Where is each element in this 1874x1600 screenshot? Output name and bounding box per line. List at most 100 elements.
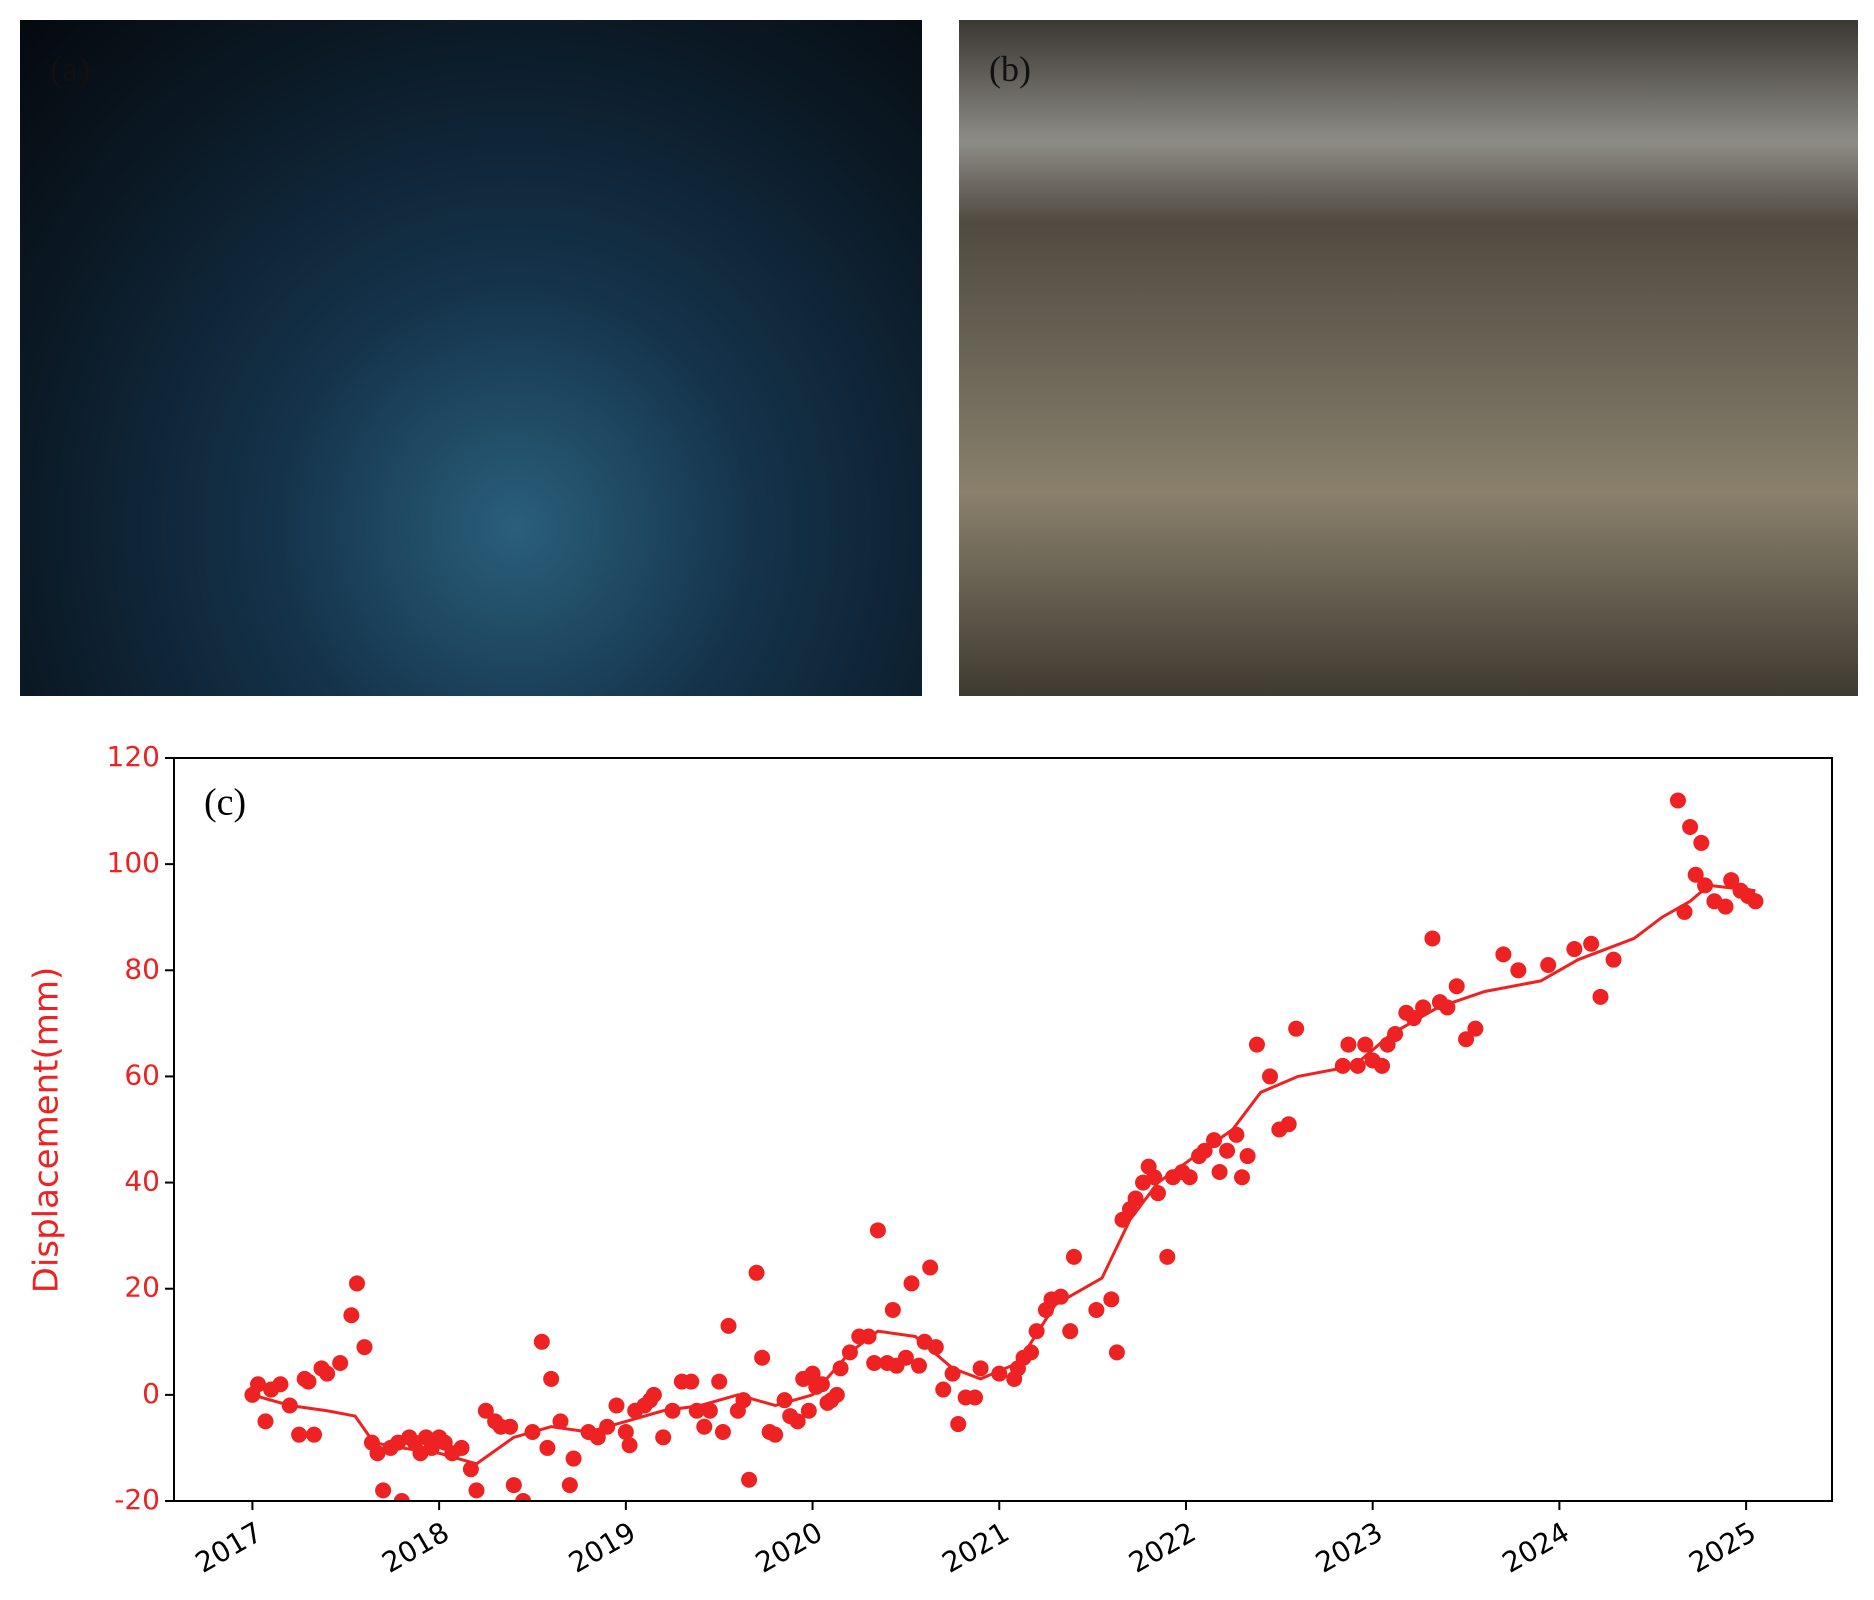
y-tick-label: 20: [124, 1271, 160, 1304]
data-point: [1540, 956, 1557, 973]
data-point: [453, 1439, 470, 1456]
data-point: [789, 1413, 806, 1430]
data-point: [869, 1222, 886, 1239]
data-point: [1181, 1169, 1198, 1186]
data-point: [714, 1424, 731, 1441]
data-point: [1424, 930, 1441, 947]
data-point: [1682, 818, 1699, 835]
data-point: [972, 1360, 989, 1377]
data-point: [767, 1426, 784, 1443]
data-point: [477, 1402, 494, 1419]
panel-label: (c): [204, 782, 246, 824]
data-point: [910, 1357, 927, 1374]
data-point: [1159, 1248, 1176, 1265]
data-point: [1288, 1020, 1305, 1037]
y-tick-label: 80: [124, 952, 160, 985]
data-point: [1693, 834, 1710, 851]
plot-area: [244, 792, 1764, 1501]
data-point: [1248, 1036, 1265, 1053]
data-point: [300, 1373, 317, 1390]
x-tick-label: 2018: [376, 1515, 454, 1579]
panel-label: (b): [989, 49, 1031, 89]
data-point: [319, 1365, 336, 1382]
data-point: [903, 1275, 920, 1292]
photo-b: (b): [959, 20, 1858, 696]
y-tick-label: -20: [114, 1483, 160, 1516]
data-point: [1747, 893, 1764, 910]
data-point: [565, 1450, 582, 1467]
data-point: [1467, 1020, 1484, 1037]
data-point: [1717, 898, 1734, 915]
x-tick-label: 2023: [1310, 1515, 1388, 1579]
data-point: [1448, 978, 1465, 995]
data-point: [375, 1482, 392, 1499]
data-point: [897, 1349, 914, 1366]
data-point: [1723, 872, 1740, 889]
y-tick-label: 60: [124, 1058, 160, 1091]
y-axis-label: Displacement(mm): [27, 967, 67, 1294]
data-point: [741, 1471, 758, 1488]
data-point: [1340, 1036, 1357, 1053]
x-tick-label: 2020: [750, 1515, 828, 1579]
data-point: [1583, 935, 1600, 952]
y-tick-label: 120: [107, 740, 160, 773]
data-point: [462, 1461, 479, 1478]
data-point: [561, 1477, 578, 1494]
data-point: [884, 1301, 901, 1318]
data-point: [1374, 1057, 1391, 1074]
data-point: [272, 1376, 289, 1393]
data-point: [291, 1426, 308, 1443]
data-point: [539, 1439, 556, 1456]
data-point: [655, 1429, 672, 1446]
data-point: [348, 1275, 365, 1292]
data-point: [1062, 1323, 1079, 1340]
data-point: [645, 1386, 662, 1403]
data-point: [754, 1349, 771, 1366]
data-point: [720, 1317, 737, 1334]
data-point: [1605, 951, 1622, 968]
y-tick-label: 0: [142, 1377, 160, 1410]
y-tick-label: 40: [124, 1165, 160, 1198]
data-point: [1349, 1057, 1366, 1074]
data-point: [515, 1493, 532, 1501]
data-point: [356, 1339, 373, 1356]
data-point: [1088, 1301, 1105, 1318]
data-point: [866, 1355, 883, 1372]
data-point: [950, 1416, 967, 1433]
data-point: [966, 1389, 983, 1406]
data-point: [1697, 877, 1714, 894]
x-tick-label: 2024: [1497, 1515, 1575, 1579]
data-point: [701, 1402, 718, 1419]
data-point: [1510, 962, 1527, 979]
data-point: [1261, 1068, 1278, 1085]
data-point: [1687, 866, 1704, 883]
data-point: [332, 1355, 349, 1372]
data-point: [1211, 1163, 1228, 1180]
data-point: [369, 1445, 386, 1462]
data-point: [533, 1333, 550, 1350]
photo-a: (a): [20, 20, 922, 696]
data-point: [1566, 941, 1583, 958]
data-point: [552, 1413, 569, 1430]
data-point: [1233, 1169, 1250, 1186]
data-point: [800, 1402, 817, 1419]
data-point: [1592, 988, 1609, 1005]
data-point: [748, 1264, 765, 1281]
panel-label: (a): [50, 49, 90, 89]
data-point: [1108, 1344, 1125, 1361]
trend-line: [252, 883, 1756, 1466]
data-point: [589, 1429, 606, 1446]
data-point: [1415, 999, 1432, 1016]
data-point: [617, 1424, 634, 1441]
data-point: [1280, 1116, 1297, 1133]
data-point: [608, 1397, 625, 1414]
data-point: [1495, 946, 1512, 963]
data-point: [711, 1373, 728, 1390]
data-point: [1458, 1031, 1475, 1048]
data-point: [1127, 1190, 1144, 1207]
data-point: [922, 1259, 939, 1276]
data-point: [393, 1493, 410, 1501]
data-point: [1239, 1148, 1256, 1165]
